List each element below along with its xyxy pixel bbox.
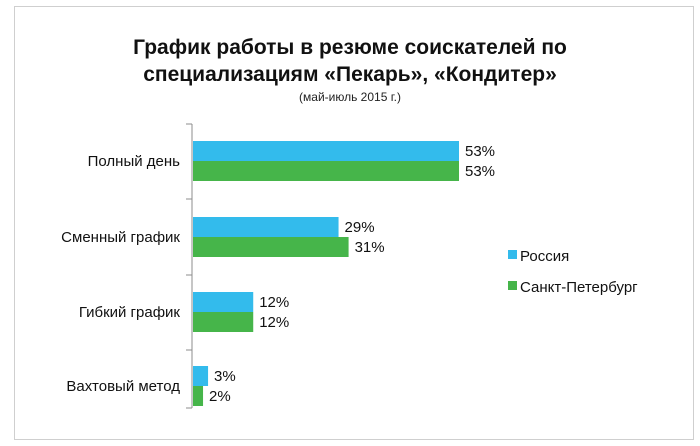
data-label: 31% — [355, 239, 385, 256]
chart-title: График работы в резюме соискателей по сп… — [0, 34, 700, 88]
data-label: 2% — [209, 388, 231, 405]
bar-spb — [193, 386, 204, 406]
bar-russia — [193, 292, 254, 312]
bar-russia — [193, 141, 459, 161]
bar-russia — [193, 217, 339, 237]
legend-label: Санкт-Петербург — [520, 279, 638, 296]
chart-title-line-1: График работы в резюме соискателей по — [133, 36, 567, 59]
bar-spb — [193, 237, 349, 257]
data-label: 12% — [259, 294, 289, 311]
data-label: 53% — [465, 143, 495, 160]
bar-spb — [193, 161, 459, 181]
legend-swatch — [508, 250, 517, 259]
chart-subtitle: (май-июль 2015 г.) — [299, 90, 401, 104]
bar-spb — [193, 312, 254, 332]
bar-russia — [193, 366, 209, 386]
data-label: 3% — [214, 368, 236, 385]
category-label: Вахтовый метод — [66, 378, 180, 395]
data-label: 53% — [465, 163, 495, 180]
category-label: Сменный график — [61, 229, 180, 246]
data-label: 29% — [345, 219, 375, 236]
chart-title-line-2: специализациям «Пекарь», «Кондитер» — [143, 63, 557, 86]
legend-swatch — [508, 281, 517, 290]
chart-frame — [14, 6, 694, 440]
category-label: Гибкий график — [79, 304, 181, 321]
legend-label: Россия — [520, 248, 569, 265]
category-label: Полный день — [88, 153, 181, 170]
data-label: 12% — [259, 314, 289, 331]
